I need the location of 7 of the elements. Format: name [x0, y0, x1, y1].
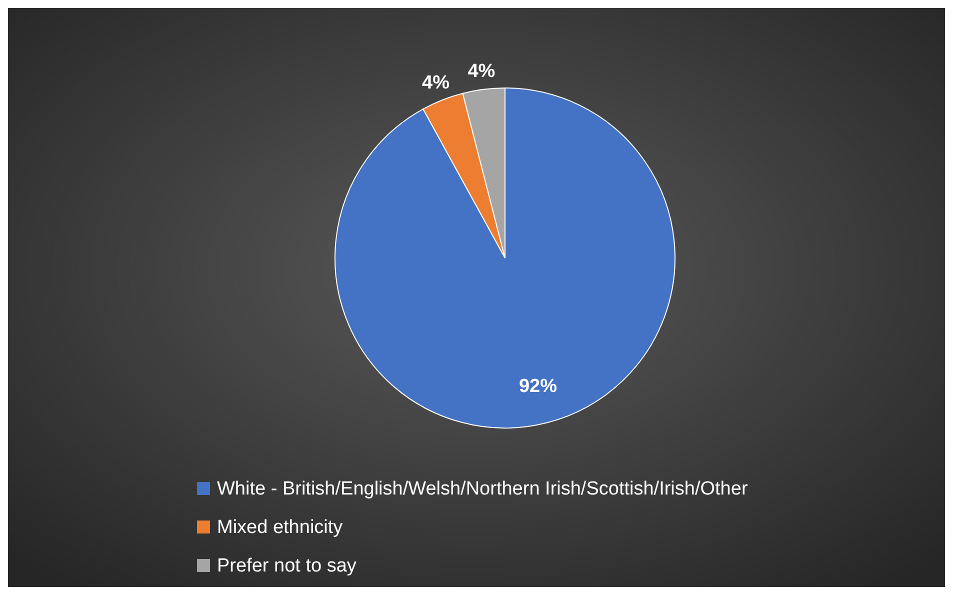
- data-label: 4%: [468, 60, 496, 82]
- data-label: 4%: [422, 72, 450, 94]
- slice-label: White - British/English/Welsh/Northern Irish/Scottish/Irish/Other: [217, 478, 748, 500]
- legend-label: Prefer not to say: [217, 556, 357, 576]
- legend-label: Mixed ethnicity: [217, 517, 344, 538]
- pie-slice: [334, 88, 676, 428]
- data-label: 92%: [518, 376, 558, 397]
